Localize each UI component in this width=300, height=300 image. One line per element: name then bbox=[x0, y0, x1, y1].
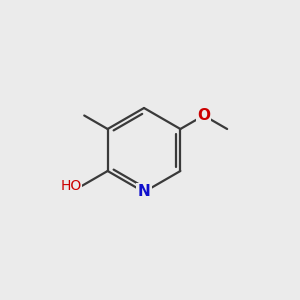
Text: N: N bbox=[138, 184, 150, 200]
Text: HO: HO bbox=[60, 179, 82, 193]
Text: O: O bbox=[197, 108, 210, 123]
